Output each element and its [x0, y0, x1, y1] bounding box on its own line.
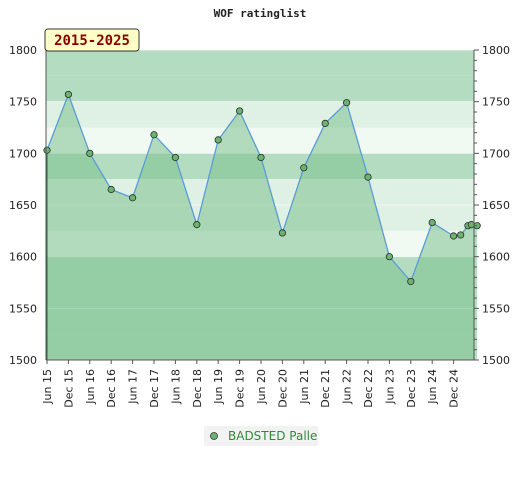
data-points — [43, 90, 481, 360]
data-point — [342, 99, 351, 107]
x-tick-label: Dec 22 — [362, 369, 375, 408]
data-point — [86, 149, 94, 157]
x-tick-label: Jun 24 — [426, 369, 439, 405]
y-tick-label: 1600 — [482, 251, 510, 264]
period-badge-box — [44, 28, 140, 52]
x-tick-label: Jun 19 — [212, 369, 225, 405]
x-tick-label: Dec 23 — [405, 369, 418, 408]
data-point — [278, 229, 286, 237]
x-tick-label: Jun 22 — [341, 369, 354, 405]
x-tick-label: Jun 21 — [298, 369, 311, 405]
x-tick-label: Dec 16 — [105, 369, 118, 408]
x-tick-label: Dec 21 — [319, 369, 332, 408]
data-point — [214, 136, 222, 144]
x-tick-labels: Jun 15 Dec 15 Jun 16 Dec 16 Jun 17 Dec 17 Jun … — [41, 360, 461, 408]
y-tick-label: 1550 — [9, 302, 37, 315]
data-point — [364, 173, 372, 181]
data-point — [257, 153, 265, 162]
data-point — [64, 90, 73, 99]
period-label: 2015-2025 — [54, 33, 130, 49]
y-tick-label: 1750 — [9, 96, 37, 109]
data-point — [407, 277, 415, 286]
data-point — [236, 107, 244, 115]
data-point — [300, 164, 308, 172]
x-tick-label: Dec 17 — [148, 369, 161, 408]
y-tick-label: 1550 — [482, 302, 510, 315]
x-tick-label: Dec 18 — [191, 369, 204, 408]
band — [46, 127, 474, 154]
y-tick-label: 1650 — [482, 199, 510, 212]
band — [46, 50, 474, 76]
x-tick-label: Jun 16 — [84, 369, 97, 405]
y-tick-label: 1500 — [482, 354, 510, 367]
legend-box — [204, 426, 318, 446]
x-tick-label: Dec 15 — [62, 369, 75, 408]
chart-title: WOF ratinglist — [214, 7, 307, 20]
x-tick-label: Dec 20 — [276, 369, 289, 408]
y-tick-label: 1800 — [9, 44, 37, 57]
data-point — [107, 185, 115, 194]
band — [46, 75, 474, 102]
y-tick-label: 1500 — [9, 354, 37, 367]
y-tick-label: 1650 — [9, 199, 37, 212]
legend-marker — [210, 432, 218, 440]
data-point — [193, 221, 201, 229]
y-tick-label: 1700 — [9, 147, 37, 160]
data-point — [129, 194, 137, 202]
data-point — [321, 119, 329, 127]
x-tick-label: Jun 18 — [169, 369, 182, 405]
y-minor-ticks — [474, 49, 479, 361]
legend-label: BADSTED Palle — [228, 429, 317, 443]
data-point — [449, 232, 458, 240]
y-tick-labels-left: 1500 1550 1600 1650 1700 1750 1800 — [9, 44, 37, 367]
x-tick-label: Dec 24 — [448, 369, 461, 408]
x-tick-label: Jun 23 — [383, 369, 396, 405]
data-point — [457, 231, 465, 239]
y-tick-label: 1700 — [482, 147, 510, 160]
y-tick-label: 1600 — [9, 251, 37, 264]
data-point — [43, 146, 51, 154]
x-tick-label: Jun 17 — [127, 369, 140, 405]
data-point — [150, 131, 158, 139]
band — [46, 101, 474, 128]
data-point — [171, 153, 179, 162]
legend: BADSTED Palle — [204, 426, 318, 446]
data-point — [428, 218, 436, 227]
data-point — [385, 253, 393, 261]
x-tick-label: Jun 15 — [41, 369, 54, 405]
x-tick-label: Jun 20 — [255, 369, 268, 405]
y-tick-labels-right: 1500 1550 1600 1650 1700 1750 1800 — [482, 44, 510, 367]
x-tick-label: Dec 19 — [234, 369, 247, 408]
y-tick-label: 1750 — [482, 96, 510, 109]
period-badge: 2015-2025 — [44, 28, 140, 52]
y-tick-label: 1800 — [482, 44, 510, 57]
series-area — [47, 94, 478, 361]
